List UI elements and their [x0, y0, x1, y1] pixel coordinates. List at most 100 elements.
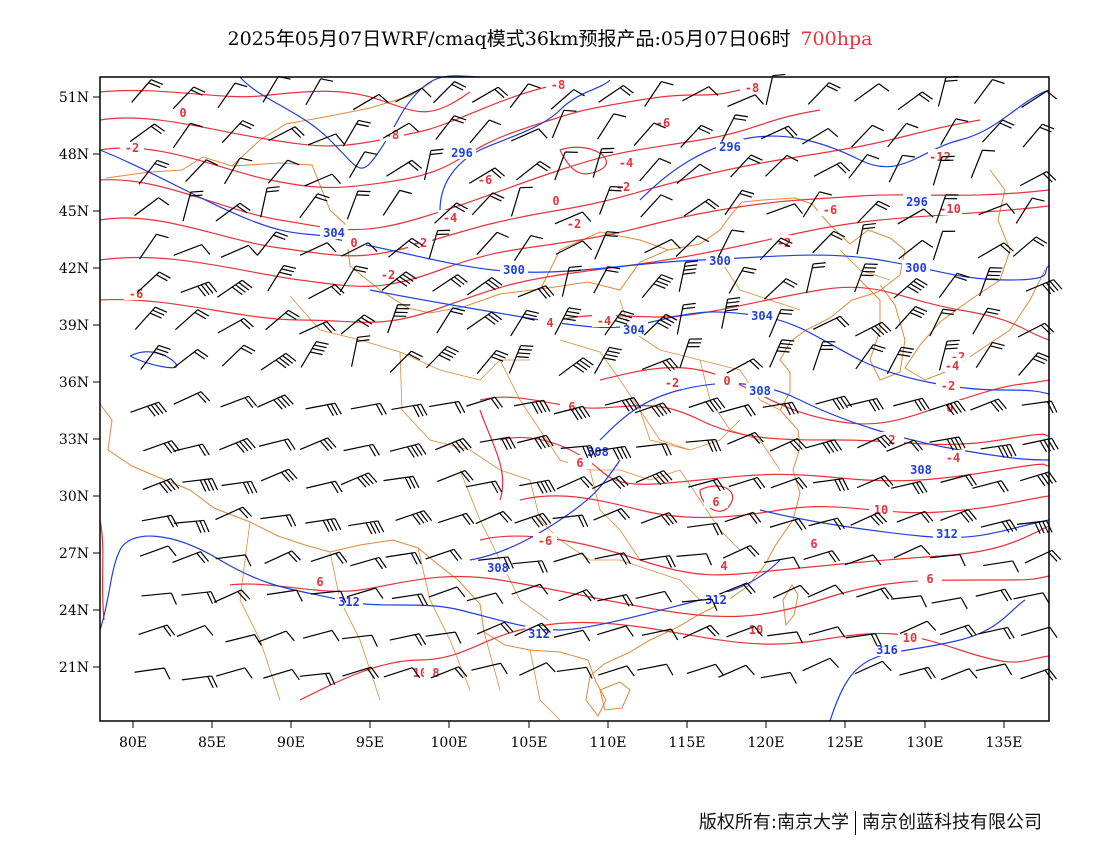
wind-barb: [940, 509, 977, 523]
wind-barb: [813, 161, 851, 177]
wind-barb: [395, 510, 433, 525]
temperature-label: -4: [443, 211, 457, 225]
temperature-label: 0: [552, 194, 559, 208]
wind-barb: [339, 265, 369, 293]
contour-label-bg: [620, 322, 648, 336]
wind-barb: [643, 313, 678, 336]
temperature-label: -4: [945, 359, 959, 373]
wind-barb: [173, 244, 211, 256]
wind-barb: [423, 148, 444, 181]
wind-barb: [593, 266, 621, 294]
isotherm-line: [479, 396, 1050, 446]
temperature-label: -4: [619, 156, 633, 170]
wind-barb: [256, 231, 288, 256]
contour-label-bg: [611, 179, 635, 193]
wind-barb: [856, 587, 893, 600]
temperature-label: 10: [903, 631, 917, 645]
wind-barb: [346, 190, 371, 220]
wind-barb: [730, 154, 763, 178]
isotherm-line: [99, 205, 1050, 323]
isotherm-line: [479, 409, 504, 501]
wind-barb: [805, 262, 826, 294]
wind-barb: [173, 391, 211, 405]
wind-barb: [382, 189, 413, 216]
wind-barb: [341, 242, 378, 257]
contour-label-bg: [936, 378, 960, 392]
geopotential-line: [759, 509, 1050, 539]
wind-barb: [597, 625, 634, 637]
lat-label: 27N: [59, 546, 89, 562]
wind-barb: [688, 397, 726, 413]
isotherm-line: [99, 119, 981, 257]
wind-barb: [770, 477, 808, 490]
wind-barb: [425, 631, 462, 644]
wind-barb: [978, 203, 1016, 216]
isotherm-line: [99, 189, 1050, 287]
wind-barb: [1020, 626, 1058, 638]
wind-barb: [221, 480, 258, 495]
wind-barb: [594, 552, 631, 565]
geopotential-label: 308: [910, 463, 932, 477]
wind-barb: [893, 397, 930, 412]
wind-barb: [678, 260, 699, 292]
map-frame: [99, 76, 1050, 722]
geopotential-label: 316: [876, 643, 898, 657]
company-name: 南京创蓝科技有限公司: [862, 812, 1042, 833]
wind-barb: [429, 400, 466, 414]
wind-barb: [476, 349, 509, 375]
wind-barb: [726, 625, 763, 638]
wind-barb: [769, 518, 807, 531]
geopotential-label: 312: [705, 593, 727, 607]
contour-label-bg: [546, 77, 570, 91]
wind-barb: [134, 306, 168, 330]
wind-barb: [260, 514, 297, 527]
temperature-label: -6: [478, 173, 492, 187]
geopotential-label: 296: [451, 146, 473, 160]
geopotential-label: 312: [528, 627, 550, 641]
southeast-asia-borders: [239, 521, 561, 721]
wind-barb: [130, 401, 167, 417]
wind-barb: [305, 78, 334, 106]
geopotential-label: 296: [906, 195, 928, 209]
isotherm-line: [479, 525, 1050, 576]
wind-barb: [975, 588, 1013, 602]
lat-label: 39N: [59, 318, 89, 334]
wind-barb: [348, 520, 385, 535]
wind-barb: [886, 439, 923, 452]
contour-label-bg: [802, 536, 826, 550]
wind-barb: [939, 624, 977, 637]
wind-barb: [561, 265, 582, 297]
temperature-label: -2: [125, 141, 139, 155]
temperature-label: 4: [720, 559, 727, 573]
wind-barb: [1024, 549, 1062, 564]
wind-barb: [348, 151, 378, 178]
wind-barb: [854, 660, 892, 675]
wind-barb: [387, 304, 411, 334]
korea-coastline: [859, 279, 906, 381]
geopotential-label: 304: [323, 226, 345, 240]
wind-barb: [342, 634, 378, 647]
wind-barb: [142, 478, 180, 494]
wind-barb: [676, 163, 711, 184]
temperature-label: 6: [576, 456, 583, 470]
lon-label: 110E: [590, 735, 627, 751]
contour-label-bg: [772, 235, 796, 249]
wind-barb: [346, 587, 384, 599]
wind-barb: [815, 395, 852, 411]
wind-barb: [598, 665, 635, 677]
wind-barb: [173, 348, 209, 369]
geopotential-line: [129, 351, 178, 369]
wind-barb: [519, 662, 556, 676]
wind-barb: [897, 91, 933, 111]
wind-barb: [225, 634, 262, 646]
wind-barb: [802, 127, 839, 145]
wind-barb: [560, 445, 597, 459]
isotherm-line: [299, 621, 1050, 701]
wind-barb: [267, 159, 300, 184]
lat-label: 45N: [59, 204, 89, 220]
wind-barb: [598, 84, 634, 103]
lat-label: 33N: [59, 432, 89, 448]
wind-barb: [975, 341, 1005, 369]
wind-barb: [975, 663, 1013, 676]
wind-barb: [466, 277, 503, 296]
